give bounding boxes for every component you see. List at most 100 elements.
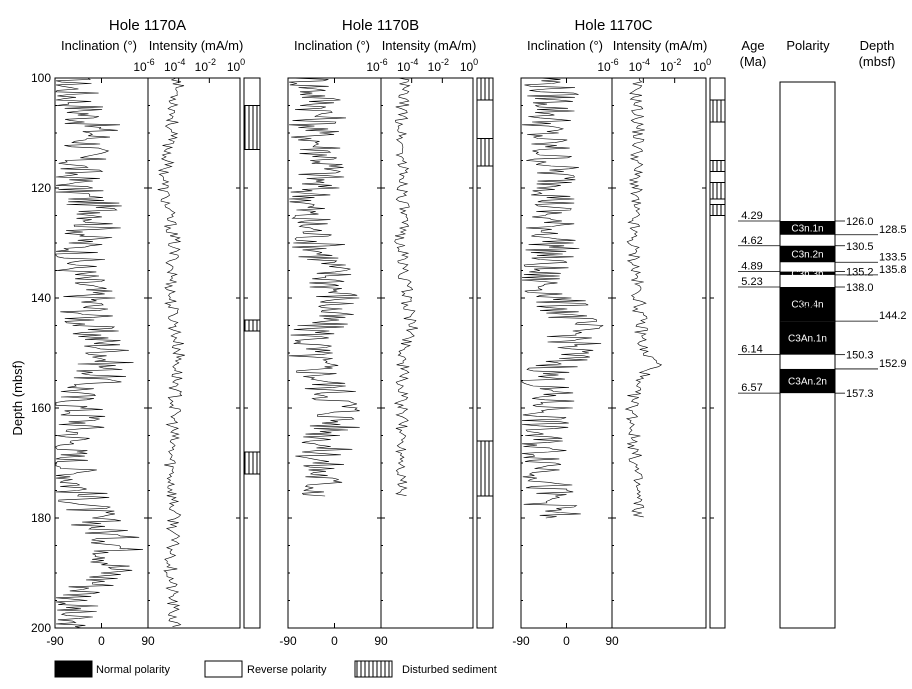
chron-label: C3n.3n (791, 269, 823, 280)
depth-label: 128.5 (879, 224, 907, 236)
inclination-tick-label: 90 (605, 634, 619, 648)
intensity-frame (380, 77, 474, 629)
inclination-tick-label: -90 (46, 634, 64, 648)
inclination-axis-title: Inclination (°) (61, 38, 137, 53)
disturbed-interval (476, 138, 494, 167)
depth-label: 152.9 (879, 358, 907, 370)
inclination-tick-label: 0 (331, 634, 338, 648)
inclination-frame (287, 77, 382, 629)
disturbed-interval (243, 451, 261, 475)
disturbed-interval (476, 77, 494, 101)
legend-swatch (54, 660, 93, 678)
intensity-tick-label: 10-4 (629, 57, 650, 74)
age-label: 4.89 (741, 261, 762, 273)
intensity-tick-label: 10-4 (164, 57, 185, 74)
hole-panels: Hole 1170A Inclination (°) Intensity (mA/m… (31, 17, 726, 648)
inclination-tick-label: 0 (98, 634, 105, 648)
chron-label: C3n.2n (791, 250, 823, 261)
disturbed-interval (709, 99, 726, 123)
intensity-axis-title: Intensity (mA/m) (613, 38, 708, 53)
depth-label: 130.5 (846, 241, 874, 253)
legend-swatch (354, 660, 393, 678)
depth-label: 144.2 (879, 310, 907, 322)
hole-panel: Hole 1170C Inclination (°) Intensity (mA/m… (512, 17, 726, 648)
polarity-bar (779, 81, 836, 629)
age-label: 5.23 (741, 276, 762, 288)
intensity-tick-label: 10-2 (428, 57, 449, 74)
hole-title: Hole 1170B (342, 17, 419, 34)
inclination-line (521, 77, 604, 519)
intensity-frame (147, 77, 241, 629)
intensity-axis-title: Intensity (mA/m) (382, 38, 477, 53)
age-label: 4.62 (741, 235, 762, 247)
depth-header: Depth (860, 38, 895, 53)
intensity-tick-label: 10-6 (366, 57, 387, 74)
disturbance-column (243, 77, 261, 629)
chron-label: C3n.4n (791, 300, 823, 311)
normal-chron (780, 221, 835, 235)
age-label: 6.14 (741, 344, 762, 356)
normal-chron (780, 245, 835, 263)
normal-chron (780, 271, 835, 275)
intensity-tick-label: 100 (693, 57, 711, 74)
intensity-line (624, 77, 663, 518)
depth-label: 150.3 (846, 350, 874, 362)
depth-label: 133.5 (879, 251, 907, 263)
chron-label: C3An.1n (788, 333, 827, 344)
chron-label: C3An.2n (788, 377, 827, 388)
disturbed-interval (476, 440, 494, 497)
disturbed-interval (709, 204, 726, 216)
inclination-tick-label: -90 (279, 634, 297, 648)
polarity-column: Age(Ma) Polarity Depth(mbsf) C3n.1n C3n.2n C3… (738, 38, 907, 629)
intensity-tick-label: 100 (460, 57, 478, 74)
inclination-tick-label: 90 (141, 634, 155, 648)
chron-label: C3n.1n (791, 223, 823, 234)
inclination-tick-label: 0 (563, 634, 570, 648)
depth-tick-label: 100 (31, 71, 51, 85)
disturbed-interval (709, 160, 726, 172)
normal-chron (780, 368, 835, 394)
y-axis-label: Depth (mbsf) (10, 360, 25, 435)
intensity-tick-label: 10-6 (133, 57, 154, 74)
hole-title: Hole 1170C (574, 17, 652, 34)
depth-label: 135.8 (879, 264, 907, 276)
intensity-line (393, 77, 418, 496)
depth-label: 135.2 (846, 267, 874, 279)
hole-title: Hole 1170A (109, 17, 186, 34)
inclination-line (55, 77, 144, 629)
inclination-tick-label: -90 (512, 634, 530, 648)
depth-label: 157.3 (846, 388, 874, 400)
normal-chron (780, 321, 835, 355)
intensity-axis-title: Intensity (mA/m) (149, 38, 244, 53)
hole-panel: Hole 1170A Inclination (°) Intensity (mA/m… (31, 17, 261, 648)
age-label: 6.57 (741, 382, 762, 394)
disturbed-interval (243, 105, 261, 150)
inclination-axis-title: Inclination (°) (527, 38, 603, 53)
intensity-tick-label: 10-2 (660, 57, 681, 74)
intensity-frame (611, 77, 707, 629)
disturbed-interval (709, 182, 726, 200)
legend-label: Disturbed sediment (402, 664, 497, 676)
intensity-tick-label: 100 (227, 57, 245, 74)
depth-tick-label: 160 (31, 401, 51, 415)
chron-label: C3r (799, 300, 816, 311)
normal-chron (780, 287, 835, 322)
age-label: 4.29 (741, 210, 762, 222)
intensity-tick-label: 10-4 (397, 57, 418, 74)
depth-label: 126.0 (846, 216, 874, 228)
inclination-line (288, 77, 360, 497)
age-header-unit: (Ma) (740, 54, 767, 69)
legend-swatch (204, 660, 243, 678)
hole-panel: Hole 1170B Inclination (°) Intensity (mA/m… (279, 17, 494, 648)
depth-tick-label: 180 (31, 511, 51, 525)
legend-label: Reverse polarity (247, 664, 327, 676)
depth-tick-label: 140 (31, 291, 51, 305)
disturbed-interval (243, 319, 261, 332)
depth-label: 138.0 (846, 282, 874, 294)
inclination-tick-label: 90 (374, 634, 388, 648)
legend-label: Normal polarity (96, 664, 170, 676)
legend: Normal polarity Reverse polarity Disturbed… (54, 660, 497, 678)
intensity-line (157, 77, 185, 627)
inclination-axis-title: Inclination (°) (294, 38, 370, 53)
